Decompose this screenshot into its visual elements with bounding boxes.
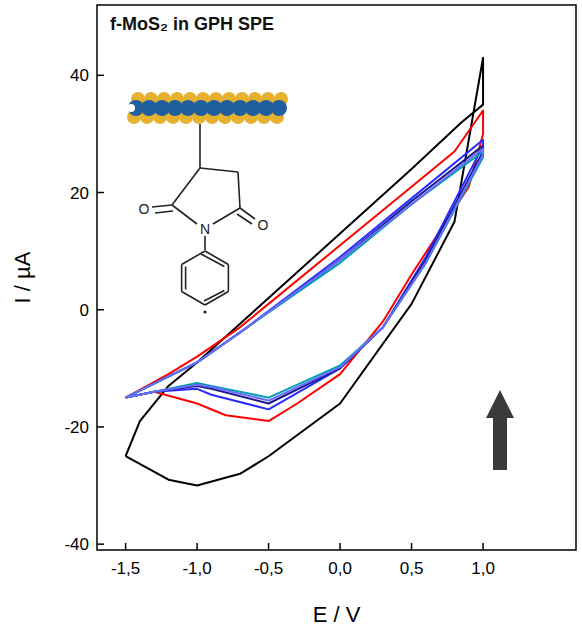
mo-gap	[127, 104, 135, 112]
frame	[97, 5, 576, 550]
chart: f-MoS₂ in GPH SPE O N O -1,5 -1,0 -0,5 0,0 0,5 1,…	[0, 0, 582, 635]
arrow-shaft	[493, 415, 507, 470]
bond	[182, 251, 205, 265]
atom-label: N	[200, 221, 210, 237]
atom-label: O	[258, 217, 269, 233]
y-tick	[97, 543, 104, 545]
bond	[213, 208, 240, 224]
bond	[228, 265, 230, 292]
x-tick-label: 1,0	[471, 559, 495, 578]
cv-curve	[126, 152, 483, 398]
bond	[200, 168, 238, 172]
bond	[185, 267, 187, 290]
plot-area	[126, 58, 483, 486]
radical-dot	[203, 310, 206, 313]
cv-curve	[126, 110, 483, 421]
y-tick-label: 20	[70, 184, 89, 203]
x-tick	[125, 543, 127, 550]
bond	[201, 254, 224, 267]
y-tick	[97, 426, 104, 428]
x-tick-label: -0,5	[254, 559, 283, 578]
x-tick	[339, 543, 341, 550]
y-tick	[97, 75, 104, 77]
x-axis-title: E / V	[313, 602, 361, 627]
y-tick-label: 0	[80, 301, 89, 320]
x-tick-label: 0,0	[328, 559, 352, 578]
x-tick	[196, 543, 198, 550]
arrow-head	[486, 390, 514, 418]
x-tick-label: -1,0	[182, 559, 211, 578]
x-tick-label: 0,5	[400, 559, 424, 578]
atom-label: O	[139, 201, 150, 217]
cv-curve	[126, 149, 483, 401]
cv-curve	[126, 58, 483, 486]
annotation-title: f-MoS₂ in GPH SPE	[110, 14, 274, 34]
bond	[205, 292, 228, 306]
bond	[155, 211, 173, 213]
bond	[181, 265, 183, 292]
cv-curve	[126, 146, 483, 404]
y-tick-label: -20	[64, 418, 89, 437]
y-tick-label: 40	[70, 66, 89, 85]
bond	[204, 236, 206, 250]
x-tick	[268, 543, 270, 550]
x-tick	[482, 543, 484, 550]
bond	[199, 124, 201, 168]
x-tick	[411, 543, 413, 550]
bond	[172, 205, 197, 224]
y-tick	[97, 309, 104, 311]
bond	[182, 292, 205, 306]
x-tick-label: -1,5	[111, 559, 140, 578]
inset-molecule	[127, 92, 288, 314]
bond	[172, 168, 200, 205]
bond	[152, 205, 172, 207]
bond	[238, 172, 240, 208]
y-tick-label: -40	[64, 535, 89, 554]
cv-curve	[126, 140, 483, 410]
y-tick	[97, 192, 104, 194]
bond	[237, 214, 252, 224]
mo-atom	[271, 100, 287, 116]
bond	[204, 291, 224, 302]
y-axis-title: I / µA	[10, 251, 35, 303]
